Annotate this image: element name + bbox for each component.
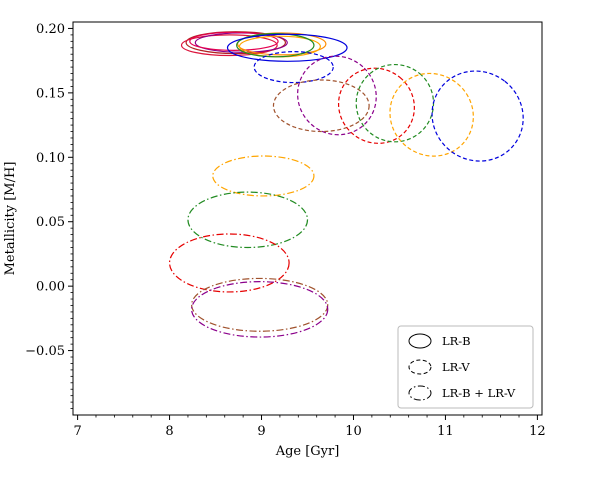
confidence-ellipse-dashdot	[191, 281, 329, 338]
x-tick-label: 9	[257, 424, 265, 439]
confidence-ellipse-dashdot	[187, 191, 309, 249]
confidence-ellipse-solid	[185, 31, 287, 55]
x-tick-label: 11	[437, 424, 454, 439]
x-axis-label: Age [Gyr]	[275, 444, 340, 459]
confidence-ellipse-dashed	[355, 63, 435, 143]
legend-label: LR-B + LR-V	[442, 386, 516, 400]
y-tick-label: 0.15	[36, 86, 65, 101]
confidence-ellipse-solid	[236, 32, 315, 58]
legend-marker-dashdot	[408, 385, 432, 401]
x-tick-label: 12	[529, 424, 546, 439]
y-tick-label: 0.10	[36, 151, 65, 166]
plot-frame	[72, 21, 543, 416]
legend-label: LR-V	[442, 360, 470, 374]
legend-box	[397, 325, 534, 409]
confidence-ellipse-dashdot	[212, 155, 315, 197]
legend-label: LR-B	[442, 334, 471, 348]
confidence-ellipse-solid	[226, 33, 348, 62]
confidence-ellipse-dashed	[337, 67, 415, 144]
ellipse-layer	[168, 31, 524, 338]
confidence-ellipse-dashdot	[191, 277, 329, 332]
tick-layer: 7 8 9 10 11 12 −0.05 0.00 0.05 0.10 0.15 0.20	[25, 22, 546, 439]
y-tick-label: 0.05	[36, 215, 65, 230]
confidence-ellipse-solid	[237, 32, 327, 56]
y-tick-label: 0.20	[36, 22, 65, 37]
y-tick-label: 0.00	[36, 280, 65, 295]
x-tick-label: 7	[73, 424, 81, 439]
legend-marker-solid	[408, 333, 432, 349]
confidence-ellipse-dashed	[272, 79, 370, 133]
confidence-ellipse-dashed	[253, 51, 334, 84]
confidence-ellipse-solid	[189, 31, 279, 51]
x-tick-label: 10	[345, 424, 362, 439]
confidence-ellipse-solid	[180, 34, 278, 57]
confidence-ellipse-dashdot	[168, 233, 290, 293]
y-axis-label: Metallicity [M/H]	[3, 162, 18, 276]
confidence-ellipse-dashed	[389, 72, 474, 157]
y-tick-label: −0.05	[25, 344, 65, 359]
legend-marker-dashed	[408, 359, 432, 375]
x-tick-label: 8	[165, 424, 173, 439]
legend: LR-B LR-V LR-B + LR-V	[397, 325, 534, 409]
